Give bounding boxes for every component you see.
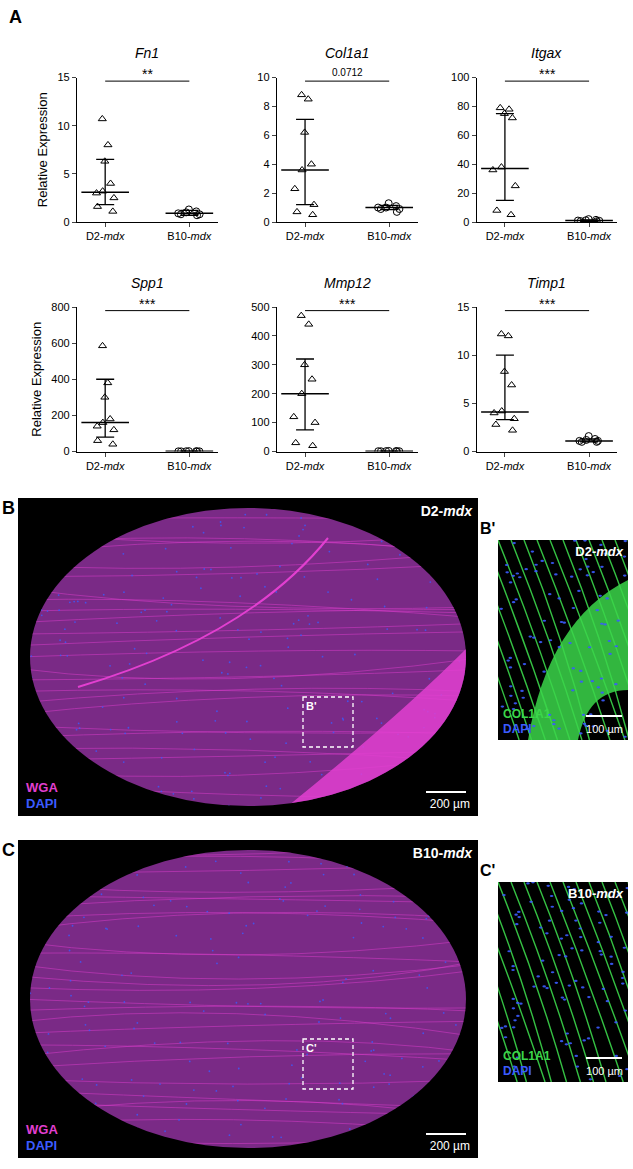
svg-text:B10-mdx: B10-mdx — [568, 886, 624, 901]
svg-text:D2-mdx: D2-mdx — [286, 460, 325, 472]
svg-text:200 µm: 200 µm — [430, 797, 470, 811]
svg-text:D2-mdx: D2-mdx — [86, 230, 125, 242]
svg-text:100: 100 — [451, 71, 469, 83]
svg-text:100: 100 — [251, 416, 269, 428]
svg-text:500: 500 — [251, 301, 269, 313]
svg-text:D2-mdx: D2-mdx — [86, 460, 125, 472]
svg-text:2: 2 — [263, 187, 269, 199]
svg-text:B': B' — [480, 520, 495, 537]
svg-text:100 µm: 100 µm — [586, 1065, 623, 1077]
svg-text:B10-mdx: B10-mdx — [367, 230, 412, 242]
svg-text:WGA: WGA — [26, 780, 58, 795]
svg-text:D2-mdx: D2-mdx — [486, 230, 525, 242]
svg-text:8: 8 — [263, 100, 269, 112]
svg-text:Timp1: Timp1 — [527, 275, 566, 291]
svg-text:80: 80 — [457, 100, 469, 112]
svg-text:B10-mdx: B10-mdx — [167, 460, 212, 472]
svg-text:B10-mdx: B10-mdx — [567, 460, 612, 472]
svg-text:Fn1: Fn1 — [135, 45, 159, 61]
svg-text:COL1A1: COL1A1 — [503, 707, 551, 721]
svg-text:0.0712: 0.0712 — [332, 67, 363, 78]
svg-text:0: 0 — [263, 445, 269, 457]
svg-text:15: 15 — [57, 71, 69, 83]
svg-text:200: 200 — [51, 409, 69, 421]
svg-text:0: 0 — [64, 445, 70, 457]
svg-text:DAPI: DAPI — [503, 1064, 532, 1078]
svg-text:400: 400 — [251, 330, 269, 342]
svg-text:B': B' — [306, 700, 317, 712]
svg-text:***: *** — [139, 296, 156, 312]
svg-text:0: 0 — [64, 216, 70, 228]
svg-text:5: 5 — [463, 397, 469, 409]
svg-text:10: 10 — [257, 71, 269, 83]
svg-text:C: C — [2, 840, 15, 860]
svg-text:100 µm: 100 µm — [586, 723, 623, 735]
svg-text:200: 200 — [251, 388, 269, 400]
svg-text:C': C' — [306, 1042, 317, 1054]
svg-text:***: *** — [339, 296, 356, 312]
svg-text:B: B — [2, 498, 15, 518]
svg-text:D2-mdx: D2-mdx — [575, 544, 623, 559]
svg-text:300: 300 — [251, 359, 269, 371]
svg-text:B10-mdx: B10-mdx — [367, 460, 412, 472]
svg-text:C': C' — [480, 862, 495, 879]
svg-text:20: 20 — [457, 187, 469, 199]
svg-text:60: 60 — [457, 129, 469, 141]
svg-text:0: 0 — [463, 216, 469, 228]
svg-text:15: 15 — [457, 301, 469, 313]
svg-text:D2-mdx: D2-mdx — [286, 230, 325, 242]
svg-text:***: *** — [539, 296, 556, 312]
svg-text:5: 5 — [64, 168, 70, 180]
svg-text:B10-mdx: B10-mdx — [167, 230, 212, 242]
svg-text:40: 40 — [457, 158, 469, 170]
svg-text:Mmp12: Mmp12 — [324, 275, 371, 291]
svg-text:0: 0 — [463, 445, 469, 457]
svg-text:Itgax: Itgax — [531, 45, 562, 61]
svg-text:D2-mdx: D2-mdx — [421, 503, 474, 519]
svg-text:DAPI: DAPI — [26, 796, 57, 811]
svg-text:0: 0 — [263, 216, 269, 228]
svg-text:WGA: WGA — [26, 1122, 58, 1137]
svg-text:Spp1: Spp1 — [131, 275, 164, 291]
svg-text:B10-mdx: B10-mdx — [567, 230, 612, 242]
svg-text:Relative Expression: Relative Expression — [35, 92, 50, 207]
svg-text:6: 6 — [263, 129, 269, 141]
svg-text:DAPI: DAPI — [26, 1138, 57, 1153]
svg-text:Col1a1: Col1a1 — [325, 45, 369, 61]
svg-text:B10-mdx: B10-mdx — [413, 845, 473, 861]
svg-text:800: 800 — [51, 301, 69, 313]
svg-text:**: ** — [142, 66, 153, 82]
svg-text:600: 600 — [51, 337, 69, 349]
svg-text:A: A — [9, 7, 22, 27]
svg-text:DAPI: DAPI — [503, 722, 532, 736]
svg-text:4: 4 — [263, 158, 269, 170]
svg-text:200 µm: 200 µm — [430, 1139, 470, 1153]
svg-text:COL1A1: COL1A1 — [503, 1049, 551, 1063]
svg-text:***: *** — [539, 66, 556, 82]
svg-text:400: 400 — [51, 373, 69, 385]
svg-text:10: 10 — [457, 349, 469, 361]
svg-text:D2-mdx: D2-mdx — [486, 460, 525, 472]
svg-text:10: 10 — [57, 120, 69, 132]
svg-text:Relative Expression: Relative Expression — [29, 322, 44, 437]
